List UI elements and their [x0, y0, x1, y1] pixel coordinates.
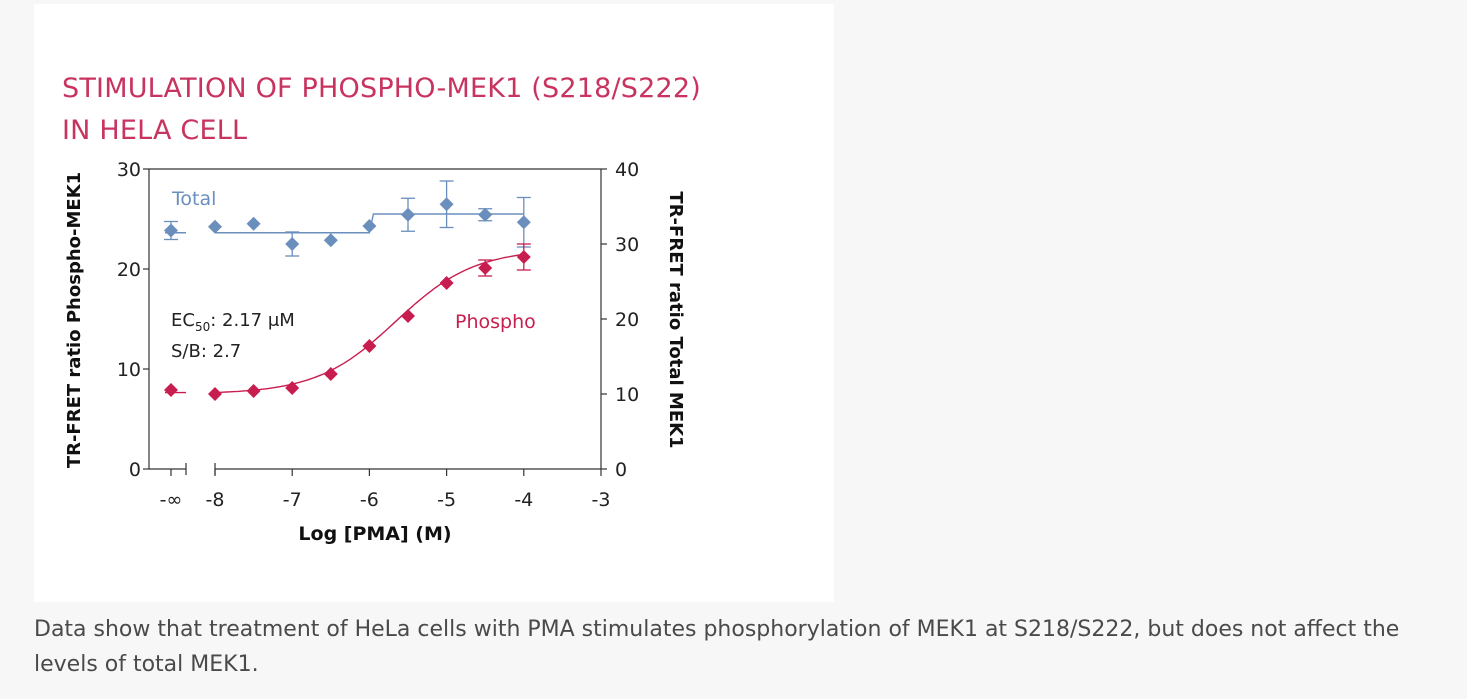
data-point-total — [516, 215, 531, 230]
ec50-value: : 2.17 μM — [210, 310, 295, 331]
data-point-total — [285, 237, 300, 251]
x-axis-label: Log [PMA] (M) — [298, 523, 451, 545]
y-tick-label-right: 0 — [615, 459, 627, 481]
data-point-total — [439, 197, 454, 212]
ec50-prefix: EC — [171, 310, 195, 331]
data-point-phospho — [401, 309, 415, 323]
x-tick-label: -7 — [283, 489, 302, 511]
y-axis-label-right: TR-FRET ratio Total MEK1 — [665, 191, 686, 448]
data-point-total — [246, 216, 261, 231]
data-point-total — [323, 233, 338, 248]
x-tick-label: -5 — [437, 489, 456, 511]
data-point-phospho — [208, 387, 222, 401]
chart-title-line-2: IN HELA CELL — [62, 115, 248, 146]
fit-curve-total — [165, 213, 524, 234]
y-axis-label-left: TR-FRET ratio Phospho-MEK1 — [64, 172, 85, 468]
fit-curves — [165, 213, 525, 394]
chart-labels: Total Phospho EC50: 2.17 μM S/B: 2.7 Log… — [64, 172, 686, 545]
y-tick-label-right: 30 — [615, 234, 639, 256]
data-point-phospho — [323, 367, 338, 381]
data-point-phospho — [285, 381, 300, 395]
y-tick-label-left: 10 — [117, 359, 141, 381]
x-tick-label: -6 — [360, 489, 379, 511]
x-tick-label: -4 — [514, 489, 533, 511]
chart-title-line-1: STIMULATION OF PHOSPHO-MEK1 (S218/S222) — [62, 73, 701, 104]
data-point-total — [362, 219, 377, 233]
figure-caption: Data show that treatment of HeLa cells w… — [34, 617, 1400, 677]
data-point-phospho — [439, 276, 454, 290]
data-point-total — [401, 207, 415, 222]
figure-card: STIMULATION OF PHOSPHO-MEK1 (S218/S222) … — [34, 4, 834, 602]
y-tick-label-right: 20 — [615, 309, 639, 331]
sb-annotation: S/B: 2.7 — [171, 341, 241, 362]
chart-title: STIMULATION OF PHOSPHO-MEK1 (S218/S222) … — [62, 68, 701, 152]
x-tick-label: -∞ — [160, 489, 183, 511]
ec50-annotation: EC50: 2.17 μM — [171, 310, 295, 334]
y-tick-label-right: 40 — [615, 159, 639, 181]
y-tick-label-left: 30 — [117, 159, 141, 181]
ec50-subscript: 50 — [195, 320, 210, 334]
x-tick-label: -3 — [592, 489, 611, 511]
data-points — [164, 180, 531, 401]
data-point-total — [478, 207, 493, 222]
data-point-phospho — [478, 261, 493, 275]
dose-response-chart: 0 10 20 30 0 10 20 30 40 -∞ -8 -7 -6 -5 -4 -3 Total Pho… — [64, 159, 686, 545]
y-tick-label-left: 20 — [117, 259, 141, 281]
data-point-phospho — [164, 383, 178, 397]
data-point-phospho — [246, 384, 261, 398]
data-point-total — [164, 223, 178, 238]
data-point-phospho — [362, 339, 377, 353]
y-tick-label-right: 10 — [615, 384, 639, 406]
data-point-total — [208, 219, 222, 234]
series-label-phospho: Phospho — [455, 311, 536, 333]
data-point-phospho — [516, 250, 531, 264]
x-tick-label: -8 — [206, 489, 225, 511]
series-label-total: Total — [171, 188, 216, 210]
y-tick-label-left: 0 — [129, 459, 141, 481]
axes: 0 10 20 30 0 10 20 30 40 -∞ -8 -7 -6 -5 -4 -3 — [117, 159, 639, 511]
